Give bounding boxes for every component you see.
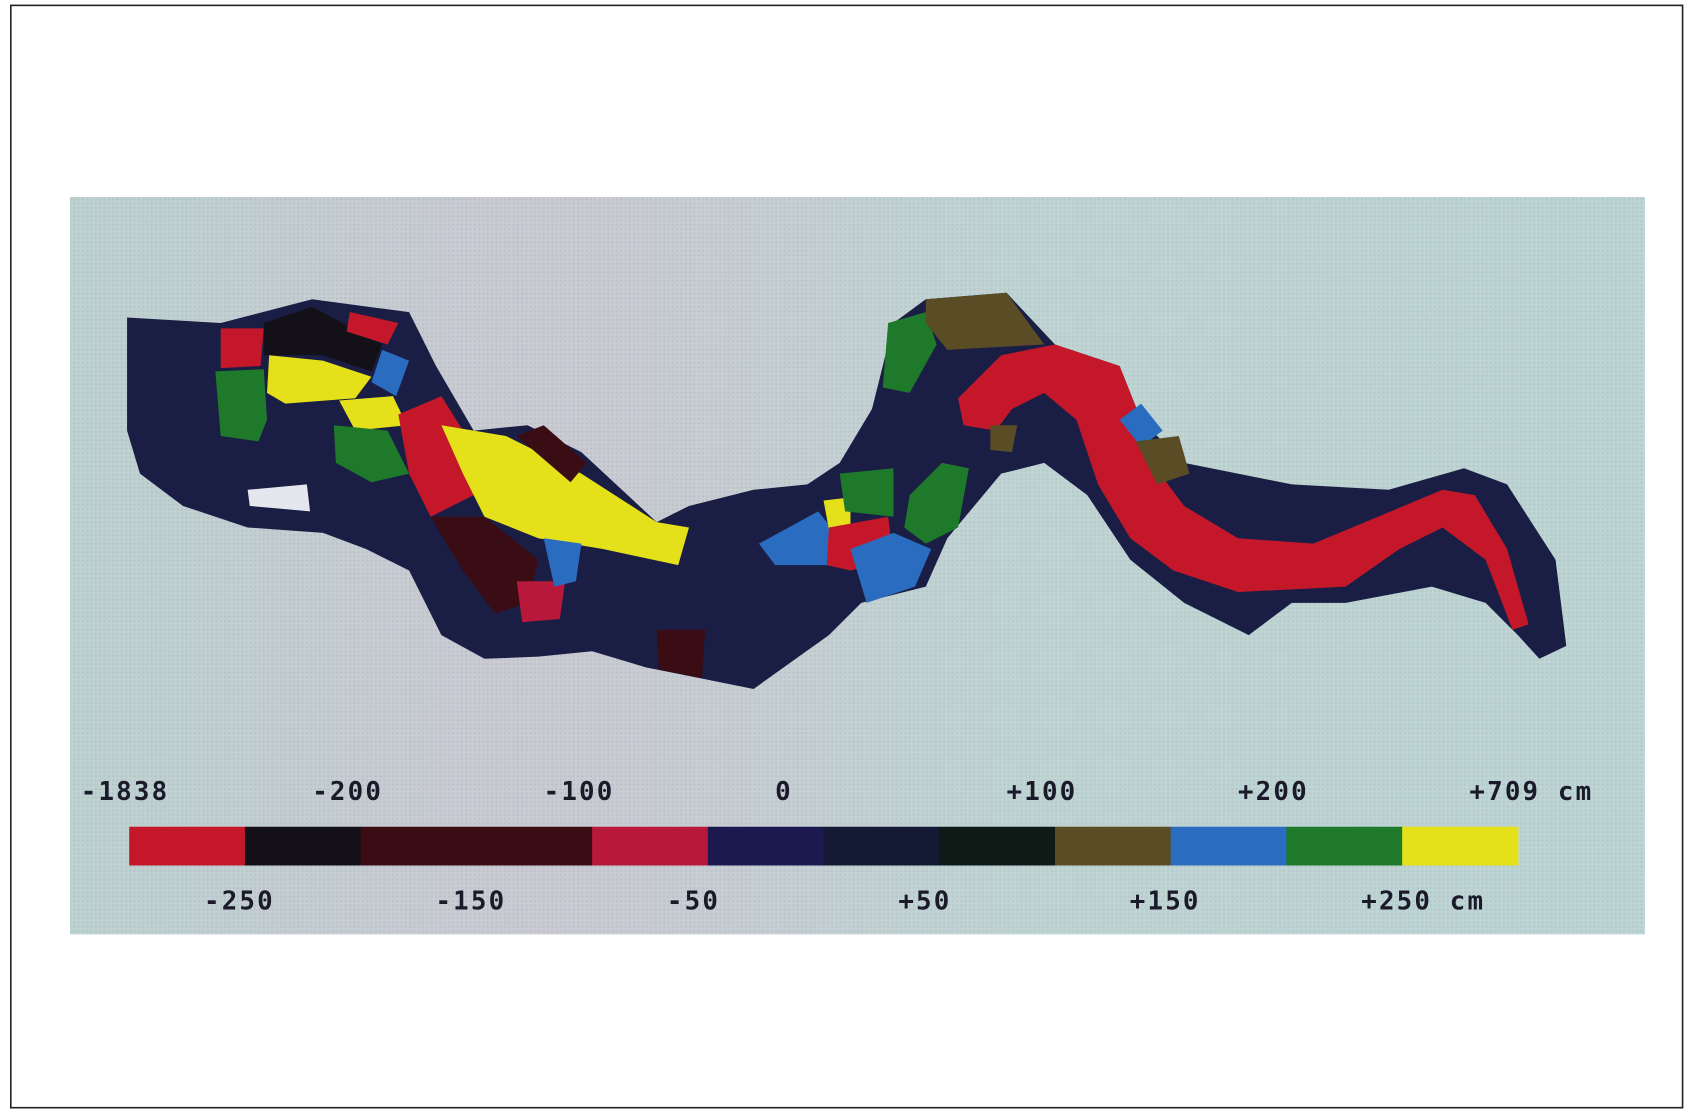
legend-top-label: -100	[544, 777, 615, 807]
legend-swatch	[592, 827, 708, 866]
legend-swatch	[1286, 827, 1402, 866]
legend-swatch	[1171, 827, 1287, 866]
legend-swatch	[129, 827, 245, 866]
legend-swatch	[1055, 827, 1171, 866]
legend-bottom-label: +250 cm	[1361, 887, 1485, 917]
legend-top-label: +200	[1238, 777, 1309, 807]
legend-swatch	[361, 827, 477, 866]
legend-bottom-label: -250	[204, 887, 275, 917]
legend-swatch	[708, 827, 824, 866]
legend-bottom-label: -150	[435, 887, 506, 917]
legend-top-label: +100	[1007, 777, 1078, 807]
figure: -1838 -200 -100 0 +100 +200 +709 cm -250 -150 -50…	[0, 0, 1688, 1112]
legend-top-label: -1838	[81, 777, 170, 807]
legend-top-label: +709 cm	[1469, 777, 1593, 807]
legend-bottom-label: -50	[667, 887, 720, 917]
legend-swatch	[939, 827, 1055, 866]
legend-swatch	[245, 827, 361, 866]
legend-swatch	[824, 827, 940, 866]
legend-bottom-label: +50	[898, 887, 951, 917]
legend-bottom-label: +150	[1130, 887, 1201, 917]
legend-swatch	[1402, 827, 1518, 866]
legend-top-label: 0	[775, 777, 793, 807]
legend-swatch	[476, 827, 592, 866]
legend-top-label: -200	[312, 777, 383, 807]
